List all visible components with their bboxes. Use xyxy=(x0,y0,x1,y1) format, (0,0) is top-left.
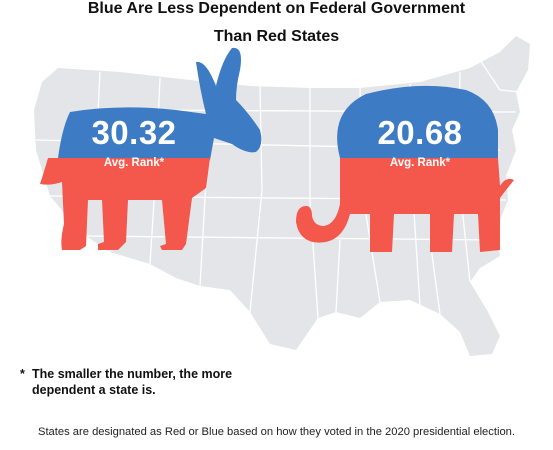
democrat-avg-rank-label: Avg. Rank* xyxy=(103,157,165,169)
elephant-blue-part xyxy=(337,85,498,158)
footnote-marker: * xyxy=(20,367,25,381)
footnote-line-1: The smaller the number, the more xyxy=(32,367,233,381)
donkey-blue-part xyxy=(58,47,262,160)
democrat-donkey xyxy=(40,47,262,250)
chart-title-line-1: Blue Are Less Dependent on Federal Gover… xyxy=(87,0,466,17)
donkey-red-part xyxy=(40,158,210,250)
chart-title-line-2: Than Red States xyxy=(213,28,340,45)
republican-avg-rank-value: 20.68 xyxy=(377,114,463,151)
source-note: States are designated as Red or Blue bas… xyxy=(37,426,516,438)
democrat-avg-rank-value: 30.32 xyxy=(91,114,177,151)
footnote: * The smaller the number, the more depend… xyxy=(20,366,310,398)
footnote-line-2: dependent a state is. xyxy=(32,383,156,397)
republican-elephant xyxy=(296,85,514,252)
elephant-red-part xyxy=(296,158,514,252)
republican-avg-rank-label: Avg. Rank* xyxy=(389,157,451,169)
